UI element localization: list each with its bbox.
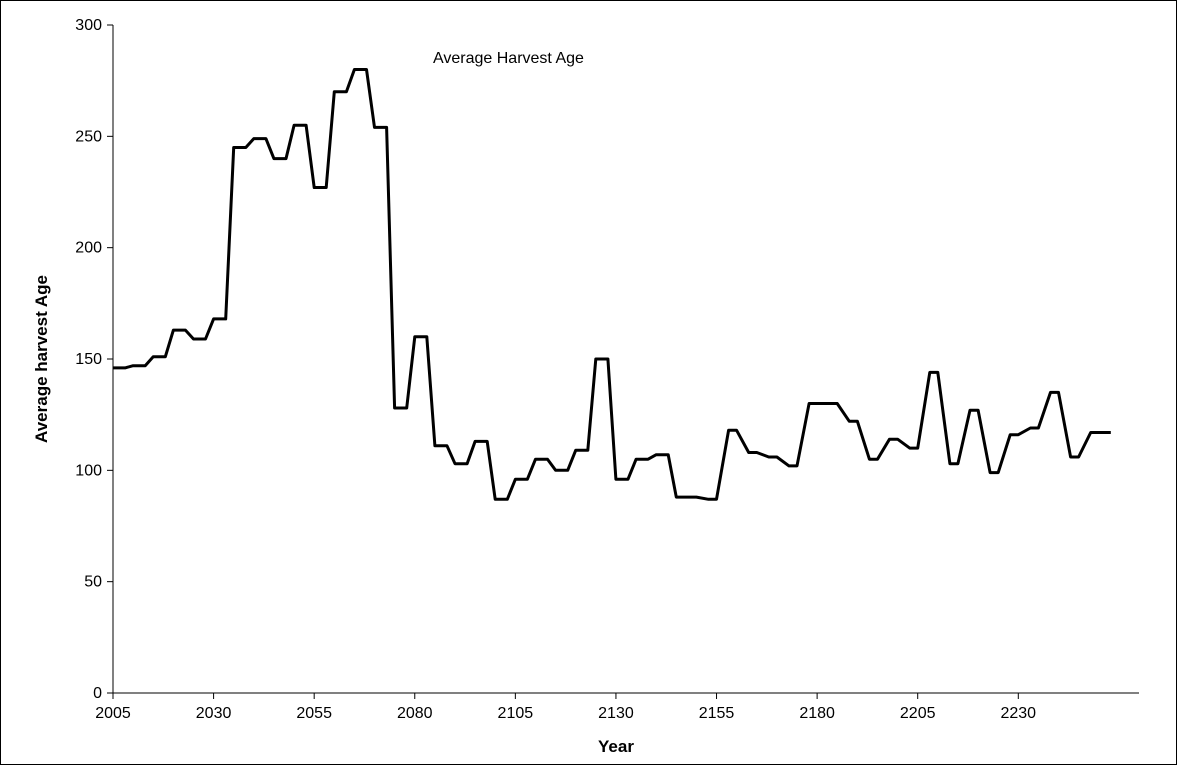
x-tick-label: 2230 <box>1000 705 1036 722</box>
y-axis-title: Average harvest Age <box>32 275 51 443</box>
y-tick-label: 250 <box>75 128 102 145</box>
series-layer <box>113 68 1111 501</box>
y-tick-label: 100 <box>75 462 102 479</box>
x-tick-label: 2155 <box>699 705 735 722</box>
x-tick-label: 2105 <box>498 705 534 722</box>
y-tick-label: 300 <box>75 17 102 34</box>
y-tick-label: 0 <box>93 685 102 702</box>
y-tick-label: 200 <box>75 240 102 257</box>
x-ticks: 2005 2030 2055 2080 2105 2130 2155 2180 2205 2230 <box>95 693 1036 722</box>
x-tick-label: 2080 <box>397 705 433 722</box>
y-tick-label: 150 <box>75 351 102 368</box>
x-axis-title: Year <box>598 737 634 756</box>
x-tick-label: 2205 <box>900 705 936 722</box>
x-tick-label: 2030 <box>196 705 232 722</box>
y-tick-label: 50 <box>84 574 102 591</box>
x-tick-label: 2005 <box>95 705 131 722</box>
y-ticks: 0 50 100 150 200 250 300 <box>75 17 113 702</box>
x-tick-label: 2055 <box>296 705 332 722</box>
x-tick-label: 2180 <box>799 705 835 722</box>
x-tick-label: 2130 <box>598 705 634 722</box>
chart-title: Average Harvest Age <box>433 50 584 67</box>
series-line <box>113 68 1111 501</box>
